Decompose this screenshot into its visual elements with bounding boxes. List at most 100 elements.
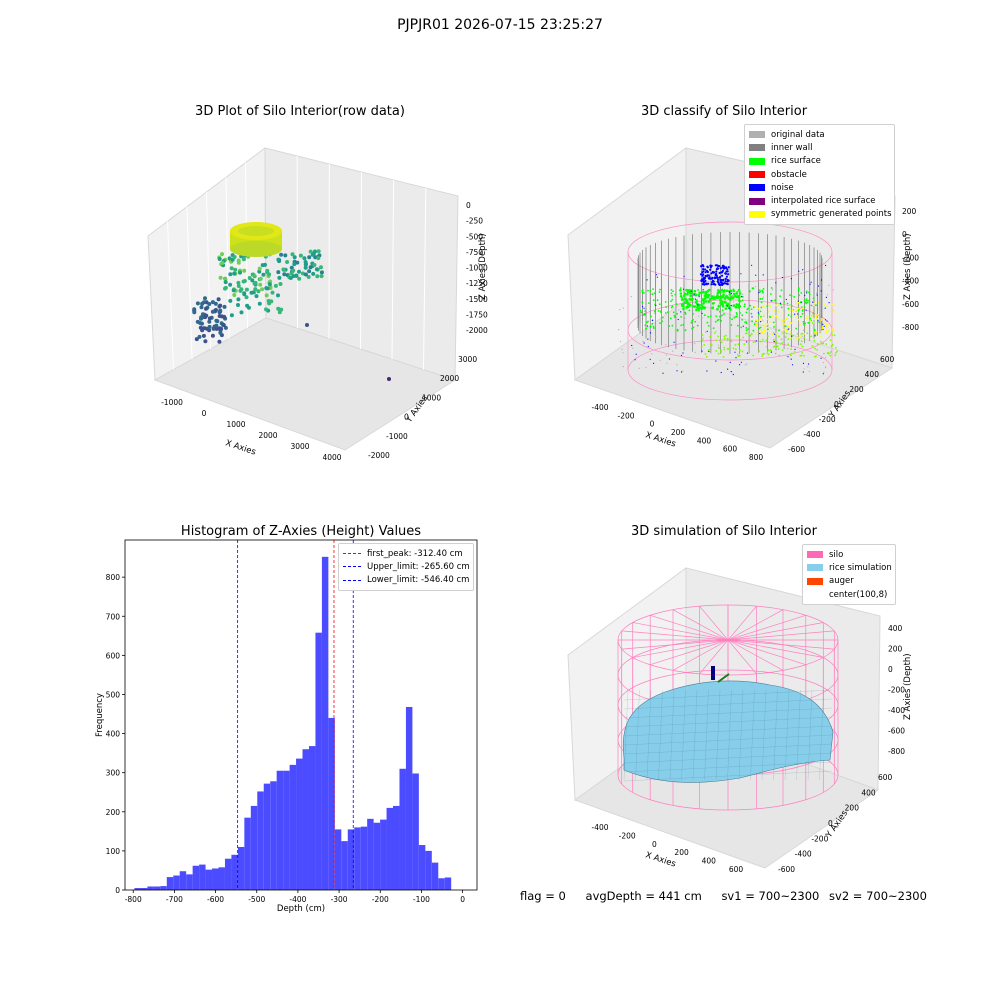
classify-point <box>774 322 777 325</box>
classify-point <box>815 355 817 358</box>
rice-simulation-mesh <box>623 689 833 782</box>
classify-point <box>816 313 819 316</box>
classify-point <box>717 278 720 281</box>
raw-point <box>258 276 263 281</box>
histogram-bar <box>270 781 277 890</box>
raw-x-tick: -1000 <box>161 398 183 407</box>
classify-point <box>754 305 756 308</box>
classify-point <box>802 321 805 323</box>
legend-swatch <box>807 591 823 599</box>
classify-point <box>758 289 761 292</box>
classify-points <box>618 264 838 376</box>
classify-point <box>800 354 803 357</box>
classify-point <box>643 342 645 344</box>
classify-point <box>786 302 789 305</box>
raw-point <box>260 263 265 268</box>
cls-x-tick: 800 <box>749 453 764 462</box>
raw-point <box>276 306 281 311</box>
raw-point <box>239 287 244 292</box>
classify-point <box>723 348 726 351</box>
classify-point <box>737 353 739 355</box>
classify-point <box>711 279 715 282</box>
classify-point <box>765 339 768 341</box>
classify-point <box>776 341 778 344</box>
mesh-line <box>623 689 833 701</box>
classify-point <box>682 307 685 311</box>
raw-point <box>302 256 307 261</box>
raw-point <box>316 249 321 254</box>
raw-point <box>295 260 300 265</box>
classify-point <box>775 304 777 307</box>
classify-point <box>772 338 775 341</box>
classify-point <box>703 283 706 286</box>
classify-point <box>778 335 780 338</box>
silo-roof-line <box>632 622 729 641</box>
raw-point <box>292 255 297 260</box>
classify-point <box>642 314 645 316</box>
classify-point <box>722 293 725 297</box>
raw-3d-plot: -1000 0 1000 2000 3000 4000 -2000 -1000 0 1000 20… <box>147 147 488 462</box>
classify-point <box>720 341 723 344</box>
classify-point <box>816 316 818 318</box>
classify-point <box>725 275 728 278</box>
classify-point <box>719 298 722 302</box>
classify-point <box>763 325 765 327</box>
raw-point <box>282 272 287 277</box>
classify-point <box>719 315 721 318</box>
legend-swatch <box>807 551 823 559</box>
classify-point <box>662 316 664 319</box>
classify-point <box>798 294 800 297</box>
legend-item: inner wall <box>749 141 890 154</box>
raw-zlabel: Z Axies (Depth) <box>478 233 488 300</box>
classify-point <box>790 295 793 297</box>
classify-point <box>820 340 822 343</box>
classify-point <box>770 287 773 289</box>
classify-point <box>725 266 728 269</box>
classify-point <box>669 317 672 320</box>
raw-cylinder <box>230 222 282 257</box>
classify-point <box>816 317 819 320</box>
histogram-bar <box>244 817 251 890</box>
classify-point <box>780 332 783 335</box>
classify-point <box>829 339 832 341</box>
x-tick-label: -200 <box>372 895 389 904</box>
classify-point <box>735 312 738 314</box>
histogram-bar <box>263 783 271 890</box>
classify-point <box>791 309 794 312</box>
classify-point <box>810 309 813 311</box>
classify-point <box>668 358 671 360</box>
legend-label: interpolated rice surface <box>771 196 876 207</box>
classify-point <box>751 316 753 318</box>
classify-point <box>684 329 687 332</box>
classify-point <box>735 335 738 337</box>
classify-point <box>691 327 693 330</box>
classify-point <box>645 321 648 324</box>
classify-point <box>726 278 729 281</box>
legend-item: rice surface <box>749 155 890 168</box>
classify-point <box>801 352 804 354</box>
raw-point <box>220 260 225 265</box>
classify-point <box>825 324 827 327</box>
classify-point <box>778 318 781 321</box>
classify-point <box>797 307 800 310</box>
classify-point <box>704 271 707 274</box>
histogram-bar <box>134 888 141 890</box>
classify-point <box>704 279 707 282</box>
classify-point <box>719 279 721 281</box>
raw-z-tick: -500 <box>466 232 483 241</box>
raw-x-tick: 4000 <box>322 453 341 462</box>
classify-point <box>784 319 786 322</box>
classify-point <box>750 312 753 315</box>
classify-point <box>676 364 678 366</box>
classify-point <box>778 329 780 331</box>
rice-simulation-surface <box>622 680 834 783</box>
histogram-bar <box>257 791 264 890</box>
classify-point <box>686 292 689 296</box>
raw-point <box>228 298 233 303</box>
classify-point <box>816 292 818 294</box>
classify-point <box>812 304 815 307</box>
classify-point <box>673 341 675 343</box>
classify-point <box>698 309 700 312</box>
classify-point <box>835 346 837 349</box>
raw-point <box>303 272 308 277</box>
